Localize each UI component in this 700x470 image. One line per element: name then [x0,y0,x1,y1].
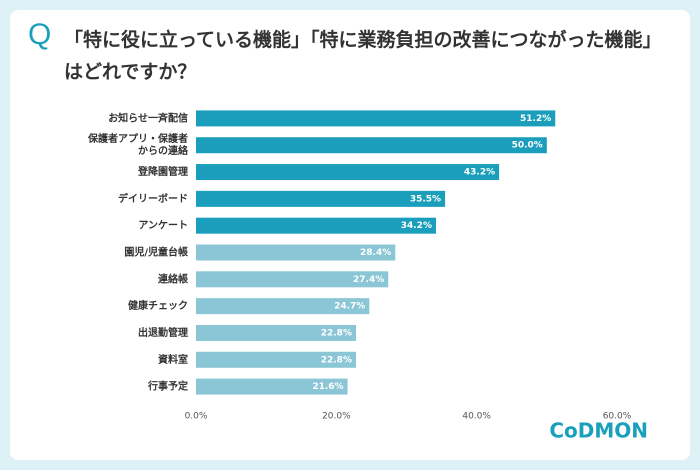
card [10,10,690,460]
bar [196,244,396,261]
value-label: 43.2% [464,168,495,178]
value-label: 27.4% [353,275,384,285]
bar [196,137,547,154]
x-tick-label: 60.0% [603,412,632,422]
value-label: 22.8% [321,355,352,365]
category-label: 保護者アプリ・保護者からの連絡 [87,132,189,157]
chart-title: 「特に役に立っている機能」「特に業務負担の改善につながった機能」はどれですか？ [64,29,662,83]
bar [196,217,436,234]
value-label: 22.8% [321,328,352,338]
bar [196,190,446,207]
bar [196,324,356,341]
x-tick-label: 40.0% [462,412,491,422]
category-label: 登降園管理 [137,165,188,178]
category-label: お知らせ一斉配信 [108,111,188,124]
category-label: デイリーボード [118,192,188,205]
category-label: 園児/児童台帳 [124,246,188,259]
category-label: 資料室 [158,353,188,366]
logo: CoDMON [549,419,648,443]
bar [196,351,356,368]
x-tick-label: 0.0% [185,412,208,422]
bar [196,271,389,288]
value-label: 28.4% [360,248,391,258]
question-marker: Q [28,18,52,51]
bar [196,378,348,395]
category-label: 出退勤管理 [138,326,188,339]
value-label: 21.6% [312,382,343,392]
value-label: 50.0% [512,141,543,151]
value-label: 24.7% [334,302,365,312]
value-label: 34.2% [401,221,432,231]
bar [196,164,500,181]
category-label: 行事予定 [147,380,188,393]
bar [196,298,370,315]
category-label: 連絡帳 [158,272,188,285]
category-label: 健康チェック [128,299,188,312]
x-tick-label: 20.0% [322,412,351,422]
value-label: 35.5% [410,194,441,204]
bar [196,110,556,127]
value-label: 51.2% [520,114,551,124]
category-label: アンケート [138,220,188,232]
